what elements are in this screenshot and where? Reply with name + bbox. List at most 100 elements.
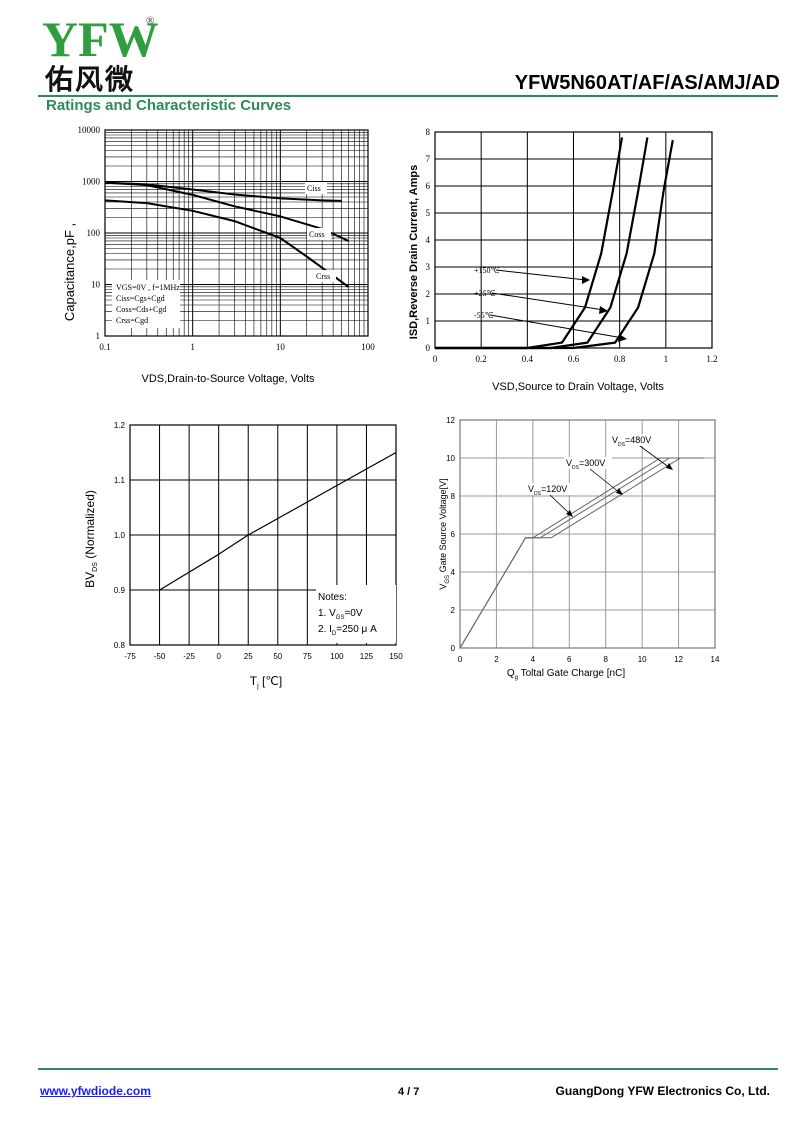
y-tick-label: 4	[426, 235, 431, 245]
diode-ticks: 0 0.2 0.4 0.6 0.8 1 1.2 0 1 2 3 4 5 6 7 8	[426, 127, 718, 364]
x-tick-label: 4	[531, 655, 536, 664]
gate-charge-series	[459, 457, 705, 649]
bvds-notes-title: Notes:	[318, 592, 347, 603]
gate-charge-x-label: Qg Toltal Gate Charge [nC]	[507, 668, 625, 681]
coss-label: Coss	[309, 230, 325, 239]
series-line-bvds	[159, 451, 397, 591]
y-tick-label: 10	[446, 454, 455, 463]
y-tick-label: 1	[426, 316, 431, 326]
y-tick-label: 12	[446, 416, 455, 425]
x-tick-label: 6	[567, 655, 572, 664]
vds-300-label: VDS=300V	[566, 458, 605, 471]
y-tick-label: 1.2	[114, 421, 126, 430]
x-tick-label: 1	[664, 354, 669, 364]
x-tick-label: 0	[216, 652, 221, 661]
y-tick-label: 1.1	[114, 476, 126, 485]
gate-charge-labels: VDS=120V VDS=300V VDS=480V	[526, 434, 673, 517]
gate-charge-chart: 0 2 4 6 8 10 12 14 0 2 4 6 8 10 12 VDS=120V VDS=300V V…	[438, 416, 720, 681]
footer-website-link[interactable]: www.yfwdiode.com	[40, 1084, 151, 1098]
cap-note-1: VGS=0V , f=1MHz	[116, 283, 180, 292]
footer-company-name: GuangDong YFW Electronics Co, Ltd.	[555, 1084, 770, 1098]
y-tick-label: 3	[426, 262, 431, 272]
x-tick-label: 10	[276, 342, 286, 352]
y-tick-label: 1.0	[114, 531, 126, 540]
x-tick-label: 10	[638, 655, 647, 664]
x-tick-label: -25	[183, 652, 195, 661]
x-tick-label: 100	[361, 342, 375, 352]
gate-charge-y-label: VGS Gate Source Voltage[V]	[438, 478, 451, 589]
diode-series	[435, 137, 674, 350]
x-tick-label: 75	[303, 652, 312, 661]
logo-chinese-name: 佑风微	[45, 63, 136, 96]
x-tick-label: 0	[433, 354, 438, 364]
bvds-x-label: Tj [℃]	[250, 674, 282, 690]
temp-minus55-label: -55℃	[474, 311, 494, 320]
y-tick-label: 0	[451, 644, 456, 653]
series-line-vds-480v	[459, 457, 705, 649]
y-tick-label: 4	[451, 568, 456, 577]
temp-25-label: +25℃	[474, 289, 496, 298]
y-tick-label: 2	[451, 606, 456, 615]
logo-letters: YFW	[42, 11, 159, 64]
x-tick-label: 125	[360, 652, 374, 661]
diode-x-label: VSD,Source to Drain Voltage, Volts	[492, 381, 664, 393]
yfw-logo: YFW ®	[42, 11, 159, 64]
cap-note-3: Coss=Cds+Cgd	[116, 305, 166, 314]
bvds-series	[159, 451, 397, 591]
y-tick-label: 10	[91, 280, 101, 290]
x-tick-label: 150	[389, 652, 403, 661]
x-tick-label: 0.6	[568, 354, 580, 364]
y-tick-label: 10000	[78, 125, 101, 135]
x-tick-label: -50	[154, 652, 166, 661]
x-tick-label: 0.8	[614, 354, 626, 364]
series-line--55-	[435, 139, 674, 350]
y-tick-label: 8	[426, 127, 431, 137]
capacitance-x-label: VDS,Drain-to-Source Voltage, Volts	[141, 373, 315, 385]
ciss-label: Ciss	[307, 184, 321, 193]
plot-frame	[459, 419, 716, 649]
x-tick-label: 8	[603, 655, 608, 664]
bvds-chart: -75 -50 -25 0 25 50 75 100 125 150 0.8 0.9 1.0 1.1 1.2…	[83, 421, 403, 690]
bvds-y-label: BVDS (Normalized)	[83, 490, 99, 588]
diode-temperature-labels: +150℃ +25℃ -55℃	[474, 266, 627, 342]
y-tick-label: 5	[426, 208, 431, 218]
cap-note-4: Crss=Cgd	[116, 316, 148, 325]
section-title: Ratings and Characteristic Curves	[46, 97, 292, 114]
crss-label: Crss	[316, 272, 330, 281]
bvds-note-1: 1. VGS=0V	[318, 608, 363, 621]
bvds-grid	[129, 424, 397, 646]
header-divider	[38, 95, 778, 97]
x-tick-label: 0.4	[522, 354, 534, 364]
y-tick-label: 100	[87, 228, 101, 238]
y-tick-label: 0.9	[114, 586, 126, 595]
logo-registered-mark: ®	[146, 15, 154, 27]
y-tick-label: 7	[426, 154, 431, 164]
capacitance-y-label: Capacitance,pF ,	[62, 223, 77, 321]
diode-y-label: ISD,Reverse Drain Current, Amps	[408, 165, 420, 339]
y-tick-label: 8	[451, 492, 456, 501]
gate-charge-ticks: 0 2 4 6 8 10 12 14 0 2 4 6 8 10 12	[446, 416, 720, 664]
y-tick-label: 0	[426, 343, 431, 353]
x-tick-label: 50	[273, 652, 282, 661]
x-tick-label: 2	[494, 655, 499, 664]
x-tick-label: 14	[711, 655, 720, 664]
y-tick-label: 1000	[82, 177, 101, 187]
y-tick-label: 6	[451, 530, 456, 539]
x-tick-label: 100	[330, 652, 344, 661]
diode-forward-chart: 0 0.2 0.4 0.6 0.8 1 1.2 0 1 2 3 4 5 6 7 8 +150℃ +25℃ -5…	[408, 127, 718, 393]
bvds-note-2: 2. ID=250 μ A	[318, 624, 377, 637]
vds-480-label: VDS=480V	[612, 435, 651, 448]
bvds-notes: Notes: 1. VGS=0V 2. ID=250 μ A	[316, 585, 396, 643]
part-number-title: YFW5N60AT/AF/AS/AMJ/AD	[514, 72, 780, 94]
x-tick-label: 1.2	[706, 354, 717, 364]
y-tick-label: 1	[96, 331, 101, 341]
footer-divider	[38, 1068, 778, 1070]
vds-120-label: VDS=120V	[528, 484, 567, 497]
series-line-crss	[104, 199, 350, 288]
gate-charge-grid	[459, 419, 716, 649]
plot-frame	[129, 424, 397, 646]
x-tick-label: 0.1	[99, 342, 110, 352]
x-tick-label: -75	[124, 652, 136, 661]
